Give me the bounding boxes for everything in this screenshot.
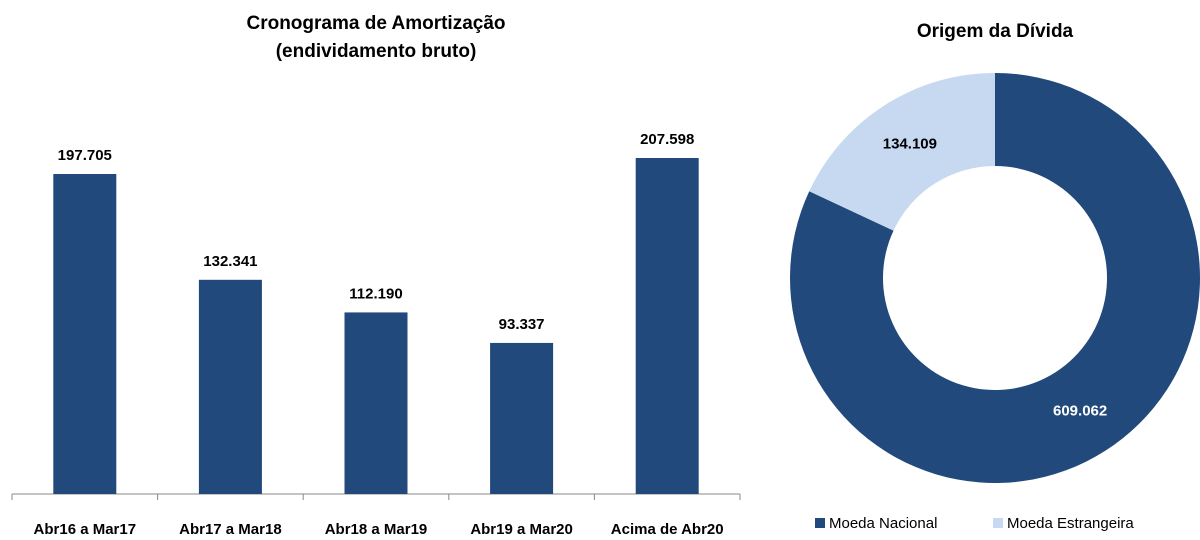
value-label: 197.705: [58, 147, 112, 164]
x-tick-label: Abr16 a Mar17: [34, 521, 137, 538]
value-label: 207.598: [640, 131, 694, 148]
donut-title: Origem da Dívida: [917, 21, 1074, 42]
legend-label: Moeda Nacional: [829, 515, 937, 532]
x-tick-label: Abr17 a Mar18: [179, 521, 282, 538]
x-tick-label: Acima de Abr20: [611, 521, 724, 538]
value-label: 112.190: [349, 285, 402, 302]
value-label: 609.062: [1053, 403, 1107, 420]
value-label: 93.337: [499, 316, 545, 333]
x-tick-label: Abr19 a Mar20: [470, 521, 573, 538]
bar: [490, 342, 554, 494]
bar-subtitle: (endividamento bruto): [276, 41, 477, 62]
bar: [53, 174, 117, 494]
value-label: 132.341: [203, 253, 257, 270]
legend-swatch: [815, 518, 825, 528]
legend-label: Moeda Estrangeira: [1007, 515, 1134, 532]
x-tick-label: Abr18 a Mar19: [325, 521, 428, 538]
value-label: 134.109: [883, 135, 937, 152]
bar: [635, 158, 699, 494]
bar: [344, 312, 408, 494]
donut-slice: [809, 73, 995, 231]
legend-swatch: [993, 518, 1003, 528]
bar: [198, 279, 262, 494]
bar-title: Cronograma de Amortização: [246, 13, 505, 34]
donut-slice: [789, 73, 1200, 484]
